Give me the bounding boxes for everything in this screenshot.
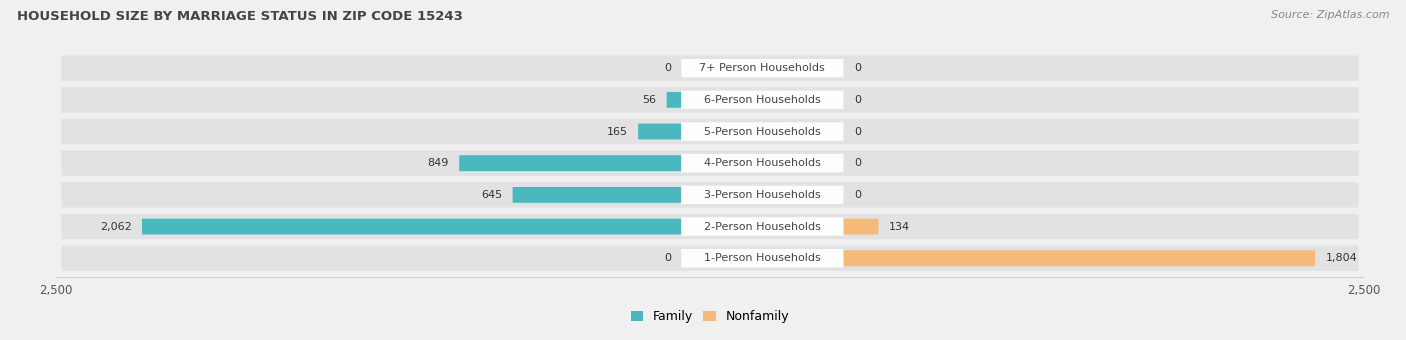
- Text: 2,062: 2,062: [100, 222, 132, 232]
- Legend: Family, Nonfamily: Family, Nonfamily: [631, 310, 789, 323]
- Text: Source: ZipAtlas.com: Source: ZipAtlas.com: [1271, 10, 1389, 20]
- Text: 0: 0: [853, 158, 860, 168]
- FancyBboxPatch shape: [62, 182, 1358, 207]
- Text: 0: 0: [853, 126, 860, 137]
- Text: 56: 56: [643, 95, 657, 105]
- Text: 645: 645: [481, 190, 502, 200]
- Text: 0: 0: [664, 253, 671, 263]
- Text: 0: 0: [853, 95, 860, 105]
- Text: HOUSEHOLD SIZE BY MARRIAGE STATUS IN ZIP CODE 15243: HOUSEHOLD SIZE BY MARRIAGE STATUS IN ZIP…: [17, 10, 463, 23]
- FancyBboxPatch shape: [666, 92, 682, 108]
- FancyBboxPatch shape: [638, 124, 682, 139]
- Text: 0: 0: [853, 63, 860, 73]
- FancyBboxPatch shape: [513, 187, 682, 203]
- FancyBboxPatch shape: [62, 214, 1358, 239]
- FancyBboxPatch shape: [844, 219, 879, 235]
- Text: 849: 849: [427, 158, 449, 168]
- FancyBboxPatch shape: [682, 249, 844, 267]
- FancyBboxPatch shape: [62, 151, 1358, 176]
- FancyBboxPatch shape: [682, 186, 844, 204]
- Text: 0: 0: [853, 190, 860, 200]
- Text: 2-Person Households: 2-Person Households: [704, 222, 821, 232]
- FancyBboxPatch shape: [62, 87, 1358, 113]
- FancyBboxPatch shape: [682, 91, 844, 109]
- FancyBboxPatch shape: [682, 217, 844, 236]
- Text: 0: 0: [664, 63, 671, 73]
- FancyBboxPatch shape: [682, 154, 844, 172]
- Text: 3-Person Households: 3-Person Households: [704, 190, 821, 200]
- Text: 6-Person Households: 6-Person Households: [704, 95, 821, 105]
- FancyBboxPatch shape: [844, 250, 1315, 266]
- FancyBboxPatch shape: [62, 245, 1358, 271]
- Text: 165: 165: [606, 126, 627, 137]
- Text: 7+ Person Households: 7+ Person Households: [699, 63, 825, 73]
- Text: 4-Person Households: 4-Person Households: [704, 158, 821, 168]
- FancyBboxPatch shape: [62, 55, 1358, 81]
- Text: 134: 134: [889, 222, 910, 232]
- FancyBboxPatch shape: [460, 155, 682, 171]
- Text: 5-Person Households: 5-Person Households: [704, 126, 821, 137]
- FancyBboxPatch shape: [142, 219, 682, 235]
- FancyBboxPatch shape: [62, 119, 1358, 144]
- FancyBboxPatch shape: [682, 122, 844, 141]
- Text: 1-Person Households: 1-Person Households: [704, 253, 821, 263]
- Text: 1,804: 1,804: [1326, 253, 1357, 263]
- FancyBboxPatch shape: [682, 59, 844, 78]
